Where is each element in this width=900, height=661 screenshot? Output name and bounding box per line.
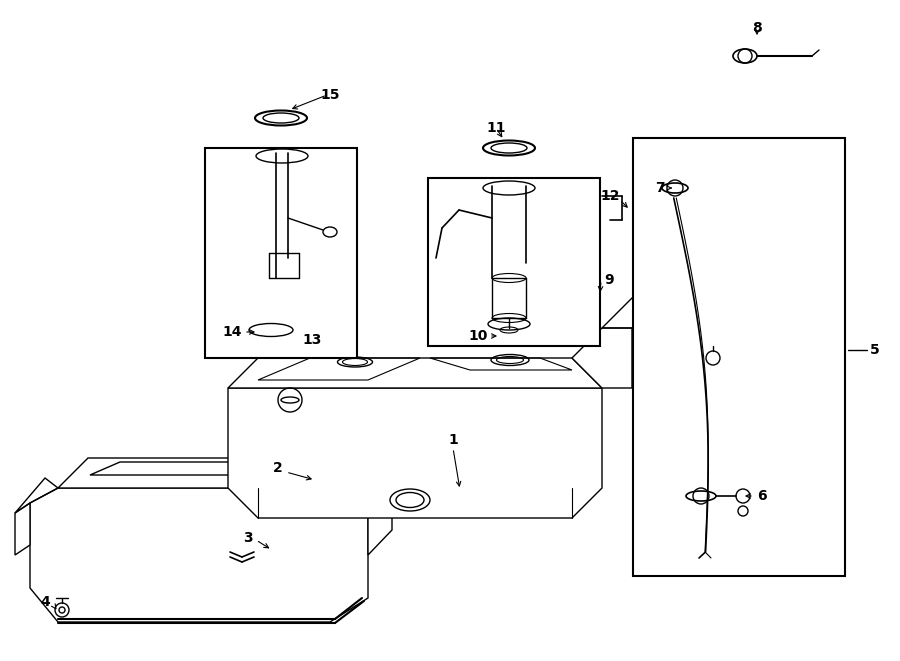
Text: 5: 5 bbox=[870, 343, 880, 357]
Text: 1: 1 bbox=[448, 433, 458, 447]
Text: 13: 13 bbox=[302, 333, 321, 347]
Polygon shape bbox=[30, 488, 368, 622]
Polygon shape bbox=[572, 328, 632, 388]
Text: 2: 2 bbox=[273, 461, 283, 475]
Text: 8: 8 bbox=[752, 21, 762, 35]
Text: 15: 15 bbox=[320, 88, 340, 102]
Text: 3: 3 bbox=[243, 531, 253, 545]
Polygon shape bbox=[58, 458, 392, 488]
Text: 10: 10 bbox=[468, 329, 488, 343]
Text: 9: 9 bbox=[604, 273, 614, 287]
Bar bbox=[205, 148, 357, 358]
Text: 11: 11 bbox=[486, 121, 506, 135]
Text: 6: 6 bbox=[757, 489, 767, 503]
Text: 12: 12 bbox=[600, 189, 620, 203]
Polygon shape bbox=[368, 458, 392, 555]
Polygon shape bbox=[228, 388, 602, 518]
Bar bbox=[428, 178, 600, 346]
Bar bbox=[633, 138, 845, 576]
Text: 4: 4 bbox=[40, 595, 50, 609]
Text: 7: 7 bbox=[655, 181, 665, 195]
Text: 14: 14 bbox=[222, 325, 242, 339]
Polygon shape bbox=[228, 358, 602, 388]
Polygon shape bbox=[15, 503, 30, 555]
